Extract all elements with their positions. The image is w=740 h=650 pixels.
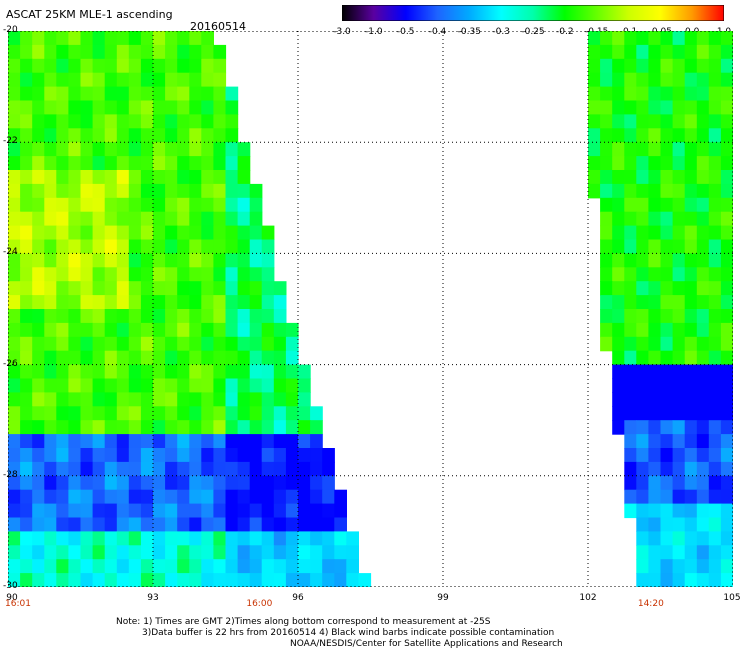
colorbar-tick-label: -0.5 [396, 27, 415, 37]
longitude-label: 99 [437, 593, 449, 603]
latitude-label: -26 [3, 358, 18, 369]
longitude-label: 90 [6, 593, 18, 603]
time-label: 16:00 [246, 599, 273, 609]
latitude-label: -22 [3, 136, 18, 147]
colorbar-tick-label: -3.0 [333, 27, 351, 37]
time-label: 14:20 [637, 599, 664, 609]
scatterometer-cells [8, 31, 733, 587]
longitude-label: 93 [147, 593, 159, 603]
longitude-label: 102 [579, 593, 597, 603]
latitude-label: -30 [3, 581, 18, 591]
longitude-label: 96 [292, 593, 304, 603]
gridlines [8, 31, 733, 587]
colorbar-gradient [342, 5, 724, 21]
map-title: ASCAT 25KM MLE-1 ascending [6, 8, 173, 21]
time-label: 16:01 [5, 599, 31, 609]
longitude-label: 105 [723, 593, 740, 603]
note-line-2: 3)Data buffer is 22 hrs from 20160514 4)… [142, 628, 555, 638]
map-frame [8, 31, 733, 587]
note-line-1: Note: 1) Times are GMT 2)Times along bot… [116, 617, 491, 627]
map-date: 20160514 [190, 20, 246, 33]
colorbar-tick-label: -1.0 [365, 27, 383, 37]
latitude-label: -20 [3, 25, 18, 35]
note-line-3: NOAA/NESDIS/Center for Satellite Applica… [290, 639, 563, 649]
map-plot [8, 31, 733, 587]
latitude-label: -24 [3, 247, 18, 258]
colorbar [342, 5, 724, 21]
latitude-label: -28 [3, 469, 18, 480]
